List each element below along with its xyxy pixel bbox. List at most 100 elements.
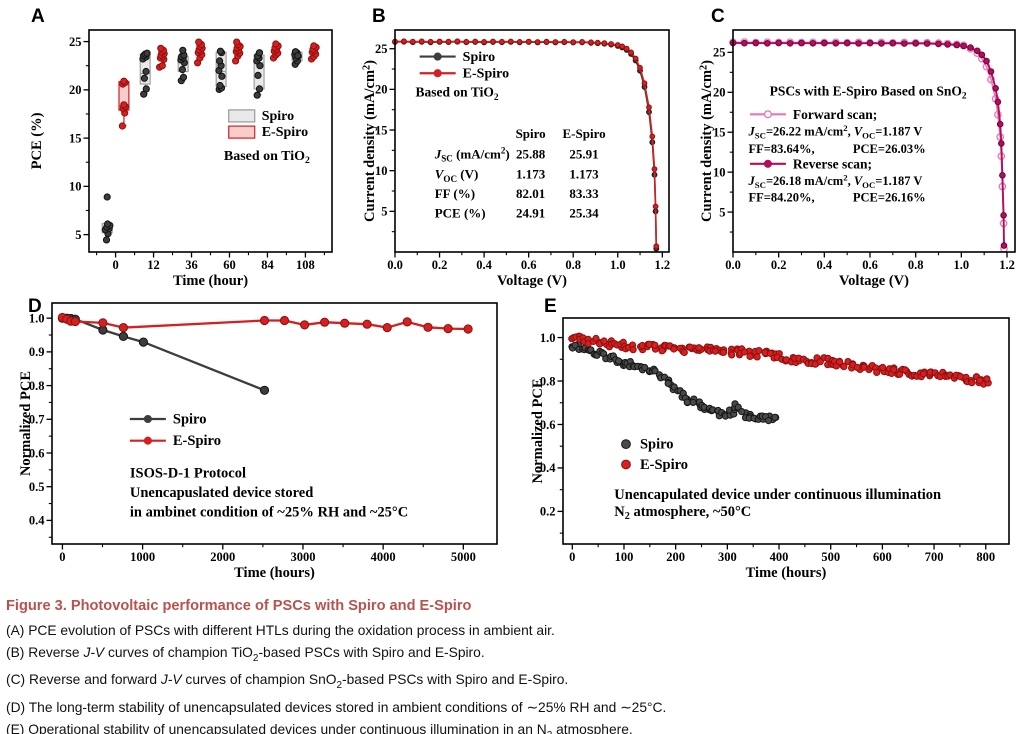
svg-text:0.6: 0.6 <box>29 446 45 460</box>
svg-text:5000: 5000 <box>451 550 476 564</box>
svg-text:15: 15 <box>713 126 726 140</box>
svg-text:Forward scan;: Forward scan; <box>793 107 877 122</box>
svg-text:1.0: 1.0 <box>540 331 556 345</box>
svg-text:Time (hour): Time (hour) <box>173 273 248 289</box>
svg-text:A: A <box>31 6 45 27</box>
svg-text:E-Spiro: E-Spiro <box>463 67 509 82</box>
svg-text:JSC=26.18 mA/cm2, VOC=1.187 V: JSC=26.18 mA/cm2, VOC=1.187 V <box>748 172 923 190</box>
svg-text:20: 20 <box>375 83 388 97</box>
svg-text:Time (hours): Time (hours) <box>234 565 315 581</box>
svg-text:Voltage (V): Voltage (V) <box>497 273 567 289</box>
svg-text:0.4: 0.4 <box>29 514 45 528</box>
svg-text:400: 400 <box>770 550 789 564</box>
caption-line-e: (E) Operational stability of unencapsula… <box>6 721 633 734</box>
svg-text:0.6: 0.6 <box>521 258 537 272</box>
svg-text:PCE (%): PCE (%) <box>435 206 486 221</box>
svg-text:800: 800 <box>976 550 995 564</box>
svg-text:1000: 1000 <box>130 550 155 564</box>
svg-text:200: 200 <box>666 550 685 564</box>
svg-text:0: 0 <box>569 550 575 564</box>
svg-text:Spiro: Spiro <box>640 437 674 453</box>
svg-text:600: 600 <box>873 550 892 564</box>
svg-text:2000: 2000 <box>210 550 235 564</box>
svg-text:15: 15 <box>69 131 82 145</box>
svg-text:0.8: 0.8 <box>565 258 581 272</box>
svg-text:0.5: 0.5 <box>29 480 45 494</box>
svg-text:Current density (mA/cm2): Current density (mA/cm2) <box>362 60 378 222</box>
svg-text:1.173: 1.173 <box>516 167 546 182</box>
svg-text:60: 60 <box>223 258 236 272</box>
panel-b-jv-tio2-chart: 0.0 0.2 0.4 0.6 0.8 1.0 1.2 5 10 15 20 25 Voltage (V… <box>362 6 671 289</box>
svg-text:1.0: 1.0 <box>29 311 45 325</box>
svg-text:Normalized PCE: Normalized PCE <box>530 378 546 483</box>
svg-text:PCE=26.16%: PCE=26.16% <box>853 190 926 204</box>
svg-text:25.91: 25.91 <box>569 146 598 161</box>
panel-d-shelf-stability-chart: 0 1000 2000 3000 4000 5000 0.4 0.5 0.6 0.7 0.8 0.9 1… <box>18 296 498 581</box>
svg-text:0.4: 0.4 <box>540 461 556 475</box>
svg-text:E-Spiro: E-Spiro <box>640 457 688 473</box>
svg-text:82.01: 82.01 <box>516 186 545 201</box>
svg-text:24.91: 24.91 <box>516 206 545 221</box>
svg-text:0.0: 0.0 <box>725 258 741 272</box>
caption-line-c: (C) Reverse and forward J-V curves of ch… <box>6 672 569 692</box>
svg-text:25.88: 25.88 <box>516 146 546 161</box>
svg-text:25: 25 <box>375 42 388 56</box>
svg-text:C: C <box>711 6 725 27</box>
svg-text:0.6: 0.6 <box>540 418 556 432</box>
svg-text:0: 0 <box>112 258 118 272</box>
svg-text:25: 25 <box>69 35 82 49</box>
svg-text:0: 0 <box>59 550 65 564</box>
svg-text:Unencapuslated device stored: Unencapuslated device stored <box>130 485 313 501</box>
svg-text:1.2: 1.2 <box>655 258 671 272</box>
caption-line-b: (B) Reverse J-V curves of champion TiO2-… <box>6 644 485 664</box>
figure-caption: Figure 3. Photovoltaic performance of PS… <box>6 598 1020 734</box>
svg-text:36: 36 <box>185 258 198 272</box>
svg-text:100: 100 <box>615 550 634 564</box>
svg-text:PSCs with E-Spiro Based on Sn: PSCs with E-Spiro Based on SnO2 <box>770 83 967 101</box>
svg-text:10: 10 <box>375 164 388 178</box>
svg-text:0.7: 0.7 <box>29 413 45 427</box>
svg-text:PCE=26.03%: PCE=26.03% <box>853 142 926 156</box>
svg-text:E: E <box>544 296 557 317</box>
svg-text:Spiro: Spiro <box>262 109 294 124</box>
svg-text:0.8: 0.8 <box>540 374 556 388</box>
svg-text:15: 15 <box>375 123 388 137</box>
svg-text:Spiro: Spiro <box>463 50 495 65</box>
svg-text:5: 5 <box>719 205 725 219</box>
svg-text:B: B <box>372 6 386 27</box>
panel-a-pce-evolution-chart: 0 12 36 60 84 108 5 10 15 20 25 Time (hour) PCE (%) A… <box>29 6 333 289</box>
svg-text:4000: 4000 <box>371 550 396 564</box>
svg-text:1.0: 1.0 <box>610 258 626 272</box>
caption-line-d: (D) The long-term stability of unencapsu… <box>6 699 667 715</box>
svg-text:Voltage (V): Voltage (V) <box>839 273 909 289</box>
svg-text:1.2: 1.2 <box>999 258 1015 272</box>
svg-text:1.0: 1.0 <box>954 258 970 272</box>
svg-text:500: 500 <box>821 550 840 564</box>
caption-title: Figure 3. Photovoltaic performance of PS… <box>6 598 472 614</box>
svg-text:FF (%): FF (%) <box>435 186 475 201</box>
caption-line-a: (A) PCE evolution of PSCs with different… <box>6 623 555 638</box>
svg-text:0.6: 0.6 <box>862 258 878 272</box>
svg-text:Unencapulated device under con: Unencapulated device under continuous il… <box>614 487 941 503</box>
svg-text:0.2: 0.2 <box>540 505 556 519</box>
svg-text:25.34: 25.34 <box>569 206 599 221</box>
svg-text:1.173: 1.173 <box>569 167 599 182</box>
svg-text:D: D <box>28 296 42 317</box>
svg-text:Spiro: Spiro <box>173 412 207 428</box>
svg-text:Based on TiO2: Based on TiO2 <box>224 149 310 166</box>
svg-text:in ambinet condition of ~25% R: in ambinet condition of ~25% RH and ~25°… <box>130 504 408 520</box>
svg-text:84: 84 <box>261 258 274 272</box>
svg-text:Current density (mA/cm2): Current density (mA/cm2) <box>699 60 715 222</box>
svg-text:FF=84.20%,: FF=84.20%, <box>749 190 815 204</box>
svg-text:0.4: 0.4 <box>476 258 492 272</box>
svg-text:N2 atmosphere, ~50°C: N2 atmosphere, ~50°C <box>614 504 751 522</box>
svg-text:10: 10 <box>713 165 726 179</box>
svg-text:0.0: 0.0 <box>387 258 403 272</box>
svg-text:0.4: 0.4 <box>817 258 833 272</box>
svg-text:Reverse scan;: Reverse scan; <box>793 156 872 171</box>
svg-text:Normalized PCE: Normalized PCE <box>18 371 34 476</box>
svg-text:10: 10 <box>69 180 82 194</box>
svg-text:ISOS-D-1 Protocol: ISOS-D-1 Protocol <box>130 466 246 482</box>
svg-text:Time (hours): Time (hours) <box>746 565 827 581</box>
